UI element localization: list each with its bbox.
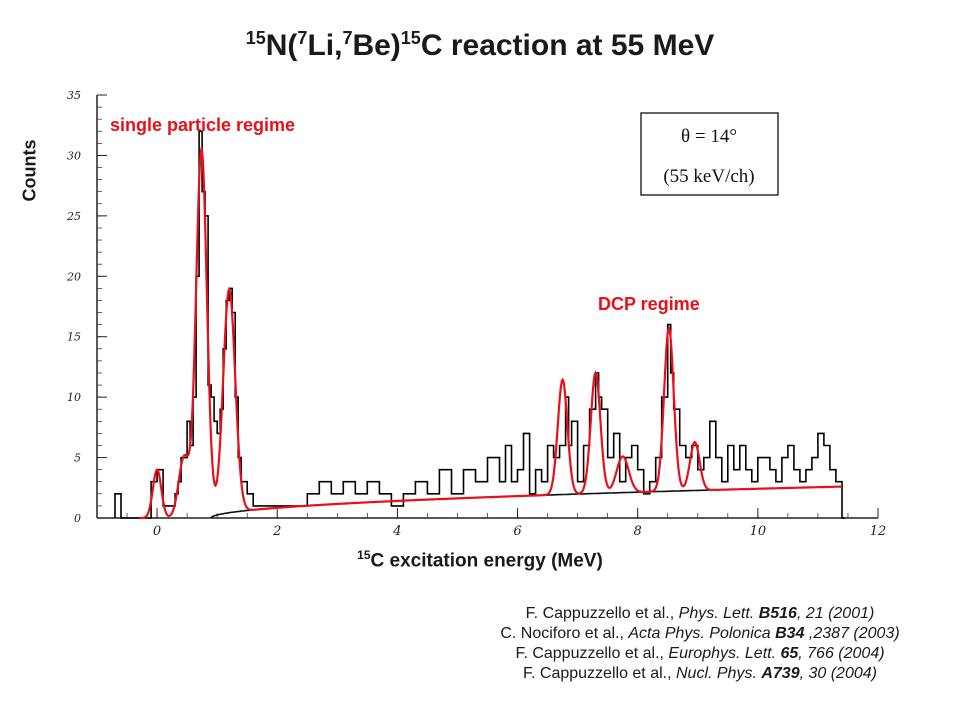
y-tick-label: 15: [67, 331, 81, 344]
x-tick-label: 0: [153, 524, 161, 539]
x-tick-label: 6: [513, 524, 521, 539]
reference-a: C. Nociforo et al.,: [500, 625, 629, 642]
background-curve: [210, 485, 842, 519]
reference-line: C. Nociforo et al., Acta Phys. Polonica …: [440, 624, 960, 644]
x-tick-label: 10: [750, 524, 767, 539]
reference-j: Nucl. Phys.: [675, 665, 762, 682]
x-tick-label: 4: [392, 524, 401, 539]
y-tick-label: 10: [67, 391, 81, 404]
y-tick-label: 20: [66, 270, 81, 283]
reference-j: Phys. Lett.: [678, 605, 759, 622]
info-box: [640, 112, 779, 196]
theta-annotation: θ = 14°: [681, 126, 737, 147]
y-tick-label: 25: [66, 210, 81, 223]
chart-title: 15N(7Li,7Be)15C reaction at 55 MeV: [0, 28, 960, 63]
reference-v: B34: [775, 625, 805, 642]
title-sup-2: 7: [297, 28, 308, 48]
histogram-series: [114, 130, 845, 519]
dcp-annotation: DCP regime: [598, 294, 700, 314]
references: F. Cappuzzello et al., Phys. Lett. B516,…: [440, 604, 960, 684]
reference-a: F. Cappuzzello et al.,: [523, 665, 676, 682]
reference-r: , 766 (2004): [798, 645, 885, 662]
reference-line: F. Cappuzzello et al., Phys. Lett. B516,…: [440, 604, 960, 624]
title-part-3: Be): [352, 29, 401, 62]
reference-r: , 30 (2004): [799, 665, 877, 682]
y-tick-label: 35: [67, 89, 81, 102]
reference-r: ,2387 (2003): [804, 625, 900, 642]
y-tick-label: 30: [67, 149, 81, 162]
reference-v: 65: [780, 645, 799, 662]
y-tick-label: 0: [74, 512, 81, 525]
title-part-2: Li,: [307, 29, 343, 62]
x-tick-label: 12: [870, 524, 887, 539]
title-sup-1: 15: [245, 28, 266, 48]
x-axis-label-text: C excitation energy (MeV): [370, 550, 603, 572]
reference-a: F. Cappuzzello et al.,: [525, 605, 679, 622]
y-tick-label: 5: [74, 452, 81, 465]
reference-line: F. Cappuzzello et al., Europhys. Lett. 6…: [440, 644, 960, 664]
reference-a: F. Cappuzzello et al.,: [515, 645, 669, 662]
fit-curve: [139, 144, 842, 520]
reference-v: A739: [761, 665, 800, 682]
reference-j: Europhys. Lett.: [668, 645, 781, 662]
title-sup-3: 7: [342, 28, 353, 48]
x-axis-label-sup: 15: [357, 548, 371, 562]
x-axis-label: 15C excitation energy (MeV): [0, 548, 960, 572]
reference-r: , 21 (2001): [796, 605, 875, 622]
title-sup-4: 15: [400, 28, 421, 48]
title-part-4: C reaction at 55 MeV: [420, 29, 715, 62]
single-particle-annotation: single particle regime: [110, 115, 295, 135]
x-tick-label: 2: [272, 524, 281, 539]
reference-line: F. Cappuzzello et al., Nucl. Phys. A739,…: [440, 664, 960, 684]
reference-v: B516: [758, 605, 797, 622]
x-tick-label: 8: [634, 524, 642, 539]
channel-annotation: (55 keV/ch): [663, 166, 754, 187]
reference-j: Acta Phys. Polonica: [628, 625, 776, 642]
title-part-1: N(: [265, 29, 298, 62]
